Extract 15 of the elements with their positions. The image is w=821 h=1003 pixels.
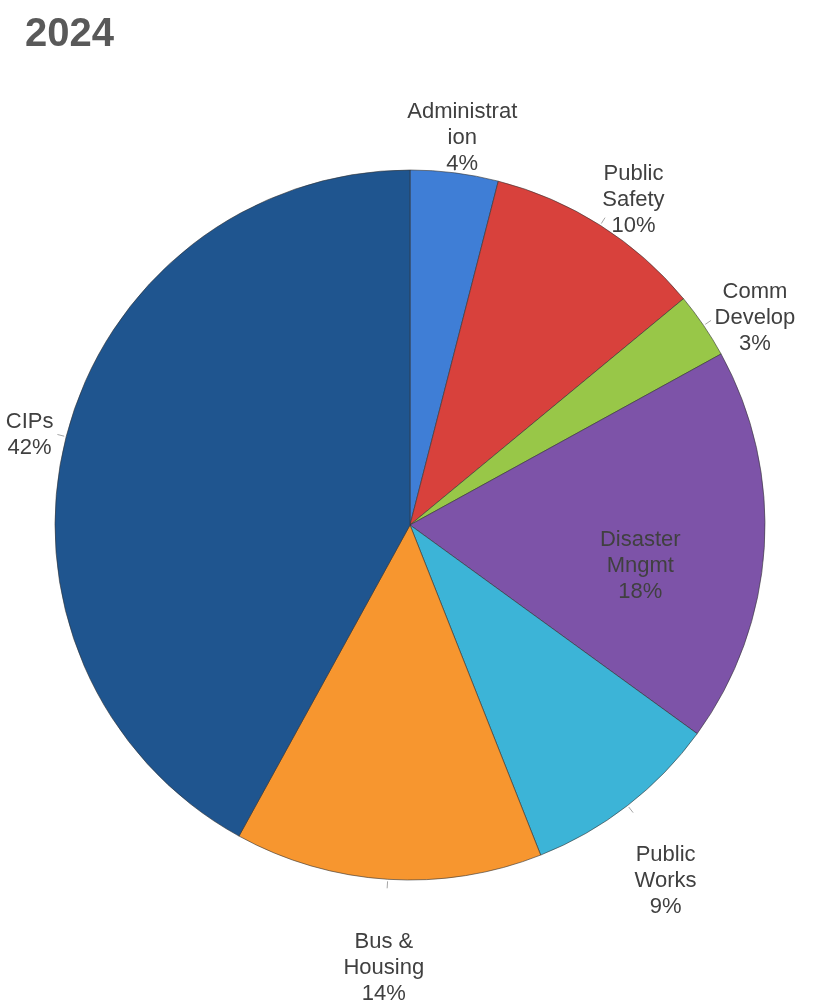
data-label: 3% [738,329,771,355]
slice-label: Public Works [634,841,697,893]
data-label: 4% [446,150,479,176]
data-label: 9% [649,893,682,919]
data-label: 14% [361,980,406,1003]
slice-label: Comm Develop [714,277,796,329]
slice-label: Disaster Mngmt [599,526,681,578]
slice-label: Administration [407,98,518,150]
slice-label: Public Safety [602,159,665,211]
data-label: 42% [7,434,52,460]
data-label: 10% [611,211,656,237]
data-label: 18% [618,578,663,604]
chart-title: 2024 [25,10,115,54]
slice-label: CIPs [5,408,54,434]
slice-label: Bus & Housing [343,928,425,980]
